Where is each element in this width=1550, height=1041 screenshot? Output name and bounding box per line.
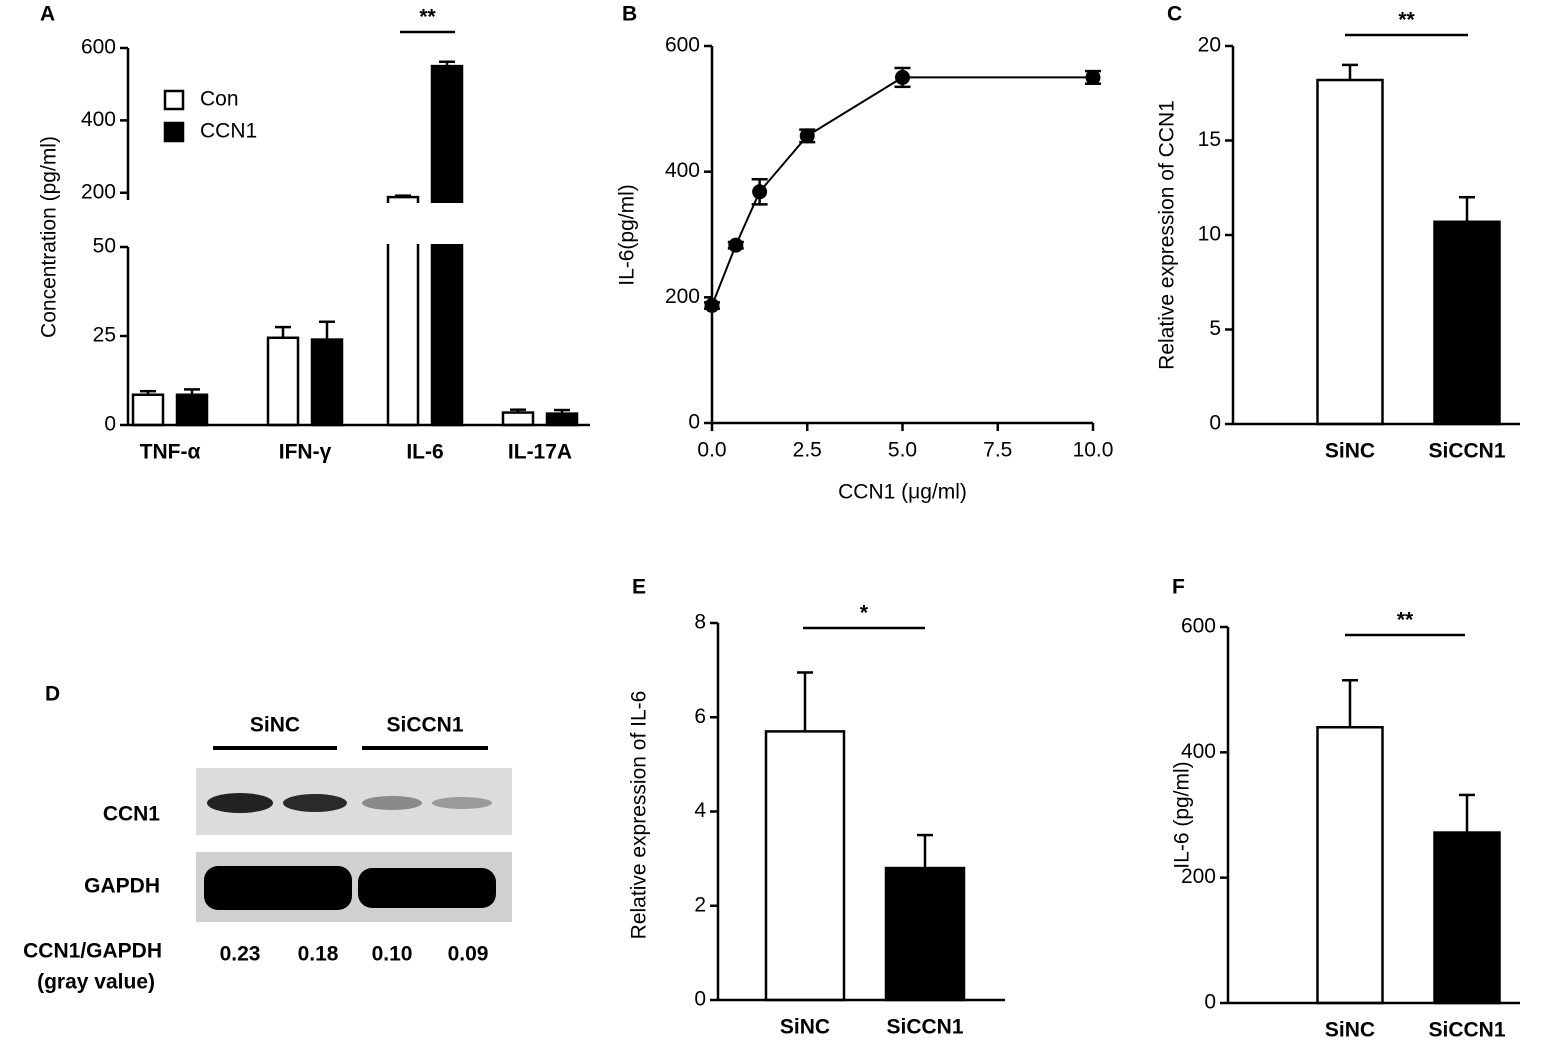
x-tick-label: IL-6: [406, 441, 443, 464]
ratio-label: CCN1/GAPDH: [23, 940, 162, 963]
x-tick-label: SiCCN1: [886, 1016, 963, 1039]
panel-letter: E: [632, 576, 646, 599]
y-axis-title: Relative expression of IL-6: [628, 691, 651, 940]
band: [283, 794, 347, 812]
y-tick-label: 200: [665, 285, 700, 308]
y-tick-label: 8: [694, 611, 706, 634]
bar: [501, 411, 535, 427]
bar: [884, 866, 966, 1002]
significance: **: [1398, 9, 1415, 32]
y-tick-label: 5: [1209, 317, 1221, 340]
y-tick-label: 0: [688, 411, 700, 434]
panel-letter: B: [622, 3, 637, 26]
panel-letter: F: [1172, 576, 1185, 599]
point: [895, 69, 910, 85]
row-label: CCN1: [103, 803, 160, 826]
bar: [310, 338, 344, 427]
y-tick-label: 600: [81, 36, 116, 59]
point: [752, 184, 768, 200]
x-tick-label: SiCCN1: [1428, 440, 1505, 463]
legend-swatch: [163, 121, 185, 143]
significance: *: [860, 602, 869, 625]
legend-label: CCN1: [200, 120, 257, 143]
y-tick-label: 0: [1204, 991, 1216, 1014]
x-axis-title: CCN1 (μg/ml): [838, 481, 967, 504]
panel-letter: C: [1167, 3, 1182, 26]
bar: [1316, 78, 1384, 426]
y-tick-label: 2: [694, 893, 706, 916]
y-tick-label: 400: [1181, 740, 1216, 763]
bar: [266, 336, 300, 427]
ratio-value: 0.10: [372, 943, 413, 966]
y-tick-label: 15: [1198, 128, 1221, 151]
axis-break: [118, 203, 592, 244]
bar: [430, 64, 464, 427]
y-tick-label: 10: [1198, 223, 1221, 246]
legend-label: Con: [200, 88, 239, 111]
bar: [1433, 220, 1501, 426]
significance: **: [419, 6, 436, 29]
y-tick-label: 600: [665, 34, 700, 57]
band: [207, 793, 273, 813]
x-tick-label: IL-17A: [508, 441, 572, 464]
y-tick-label: 25: [93, 324, 116, 347]
x-tick-label: 0.0: [697, 439, 726, 462]
y-tick-label: 600: [1181, 615, 1216, 638]
band: [432, 797, 492, 809]
x-tick-label: SiCCN1: [1428, 1019, 1505, 1041]
panel-letter: D: [45, 683, 60, 706]
ratio-value: 0.23: [220, 943, 261, 966]
band: [362, 796, 422, 810]
y-axis-title: IL-6 (pg/ml): [1171, 761, 1194, 868]
bar: [1433, 831, 1501, 1005]
bar: [131, 393, 165, 427]
y-tick-label: 20: [1198, 34, 1221, 57]
y-tick-label: 200: [1181, 865, 1216, 888]
row-label: GAPDH: [84, 875, 160, 898]
group-label: SiNC: [250, 714, 300, 737]
point: [728, 237, 744, 253]
bar: [1316, 726, 1384, 1005]
y-axis-title: Concentration (pg/ml): [38, 136, 61, 338]
ratio-value: 0.18: [298, 943, 339, 966]
y-tick-label: 50: [93, 235, 116, 258]
western-blot: D SiNC SiCCN1 CCN1 GAPDH CCN1/GAPDH (gra…: [23, 683, 512, 994]
x-tick-label: 5.0: [888, 439, 917, 462]
bar: [175, 393, 209, 427]
y-tick-label: 200: [81, 180, 116, 203]
line: [711, 76, 1093, 306]
point: [1085, 69, 1101, 85]
legend-swatch: [163, 89, 185, 111]
y-tick-label: 400: [665, 159, 700, 182]
y-axis-title: Relative expression of CCN1: [1156, 100, 1179, 370]
ratio-note: (gray value): [37, 971, 155, 994]
y-tick-label: 400: [81, 108, 116, 131]
x-tick-label: 2.5: [793, 439, 822, 462]
x-tick-label: SiNC: [1325, 1019, 1375, 1041]
y-tick-label: 0: [694, 988, 706, 1011]
significance: **: [1397, 609, 1414, 632]
x-tick-label: SiNC: [780, 1016, 830, 1039]
band: [358, 868, 496, 908]
group-label: SiCCN1: [386, 714, 463, 737]
y-tick-label: 0: [104, 413, 116, 436]
y-tick-label: 6: [694, 705, 706, 728]
x-tick-label: SiNC: [1325, 440, 1375, 463]
y-axis-title: IL-6(pg/ml): [616, 184, 639, 286]
bar: [545, 412, 579, 427]
x-tick-label: IFN-γ: [279, 441, 332, 464]
x-tick-label: TNF-α: [140, 441, 201, 464]
point: [799, 128, 815, 144]
ratio-value: 0.09: [448, 943, 489, 966]
x-tick-label: 7.5: [983, 439, 1012, 462]
panel-letter: A: [40, 3, 55, 26]
band: [204, 866, 352, 910]
y-tick-label: 4: [694, 799, 706, 822]
y-tick-label: 0: [1209, 412, 1221, 435]
point: [704, 298, 720, 314]
bar: [764, 730, 846, 1002]
x-tick-label: 10.0: [1073, 439, 1114, 462]
